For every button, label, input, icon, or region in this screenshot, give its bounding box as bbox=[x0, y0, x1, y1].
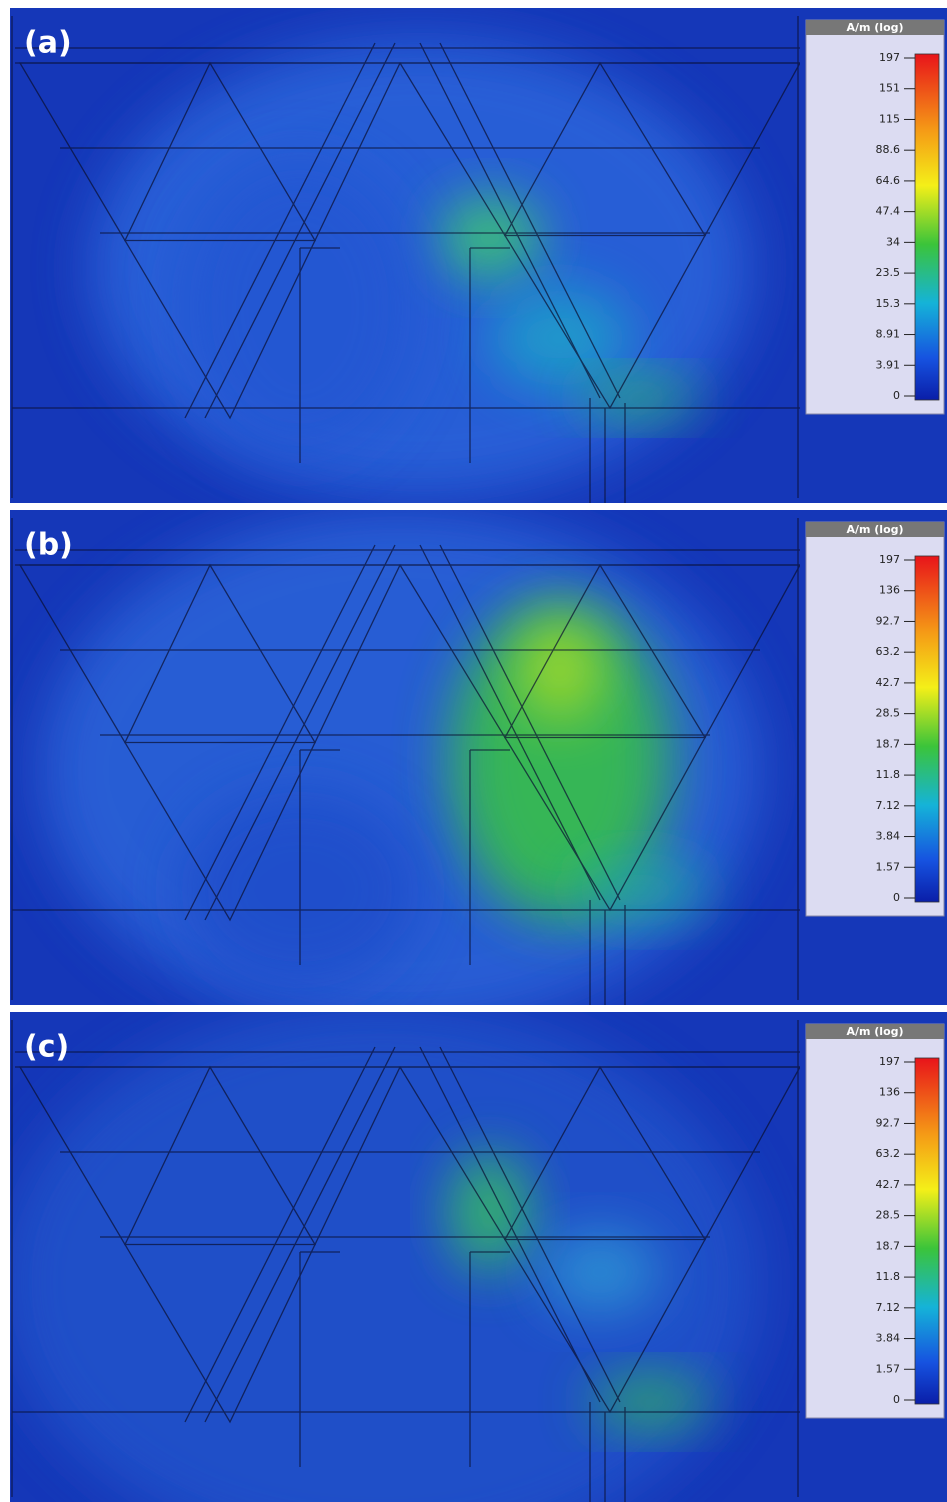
colorbar-tick-label: 115 bbox=[879, 112, 900, 125]
panel: (a) A/m (log) 197 151 115 88.6 64.6 47.4 34 23.5 1… bbox=[10, 8, 947, 503]
outline-triangle bbox=[503, 563, 707, 739]
colorbar-tick-label: 136 bbox=[879, 584, 900, 597]
colorbar-tick-label: 64.6 bbox=[876, 174, 901, 187]
field-region bbox=[570, 860, 710, 920]
colorbar-tick-label: 63.2 bbox=[876, 645, 901, 658]
colorbar-tick-label: 18.7 bbox=[876, 1239, 901, 1252]
colorbar-header bbox=[806, 1024, 944, 1039]
colorbar-tick-label: 197 bbox=[879, 51, 900, 64]
colorbar-tick-label: 11.8 bbox=[876, 1270, 901, 1283]
colorbar-tick-label: 0 bbox=[893, 891, 900, 904]
outline-triangle bbox=[123, 61, 317, 242]
colorbar-tick-label: 7.12 bbox=[876, 1301, 901, 1314]
colorbar-tick-label: 92.7 bbox=[876, 614, 901, 627]
colorbar-tick-label: 47.4 bbox=[876, 205, 901, 218]
colorbar-tick-label: 136 bbox=[879, 1086, 900, 1099]
colorbar-tick-label: 3.84 bbox=[876, 830, 901, 843]
colorbar-tick-label: 3.84 bbox=[876, 1332, 901, 1345]
colorbar-tick-label: 88.6 bbox=[876, 143, 901, 156]
colorbar-tick-label: 42.7 bbox=[876, 676, 901, 689]
field-region bbox=[10, 1012, 760, 1502]
colorbar-tick-label: 15.3 bbox=[876, 297, 901, 310]
colorbar-tick-label: 11.8 bbox=[876, 768, 901, 781]
colorbar-gradient bbox=[914, 53, 940, 401]
outline-line bbox=[419, 1046, 601, 1403]
colorbar-tick-label: 197 bbox=[879, 1055, 900, 1068]
colorbar-tick-label: 1.57 bbox=[876, 860, 901, 873]
colorbar-gradient bbox=[914, 555, 940, 903]
colorbar-header bbox=[806, 522, 944, 537]
antenna-outline bbox=[11, 518, 800, 1005]
field-map bbox=[11, 510, 800, 1005]
field-region bbox=[450, 600, 670, 920]
colorbar-tick-label: 1.57 bbox=[876, 1362, 901, 1375]
field-region bbox=[490, 288, 630, 388]
colorbar-tick-label: 23.5 bbox=[876, 266, 901, 279]
colorbar-tick-label: 197 bbox=[879, 553, 900, 566]
outline-triangle bbox=[123, 1065, 317, 1246]
outline-line bbox=[204, 544, 396, 921]
outline-line bbox=[204, 1046, 396, 1423]
colorbar-tick-label: 92.7 bbox=[876, 1116, 901, 1129]
colorbar-tick-label: 8.91 bbox=[876, 328, 901, 341]
outline-triangle bbox=[503, 61, 707, 237]
outline-triangle bbox=[123, 563, 317, 744]
panel-label: (a) bbox=[24, 26, 72, 61]
antenna-outline bbox=[11, 16, 800, 503]
colorbar-tick-label: 0 bbox=[893, 1393, 900, 1406]
outline-line bbox=[419, 544, 601, 901]
panel-label: (b) bbox=[24, 528, 73, 563]
colorbar-tick-label: 3.91 bbox=[876, 358, 901, 371]
colorbar-tick-label: 63.2 bbox=[876, 1147, 901, 1160]
outline-line bbox=[204, 42, 396, 419]
colorbar-tick-label: 42.7 bbox=[876, 1178, 901, 1191]
outline-line bbox=[184, 42, 376, 419]
field-region bbox=[590, 1377, 710, 1427]
colorbar: A/m (log) 197 151 115 88.6 64.6 47.4 34 23.5 15.3… bbox=[805, 19, 945, 415]
colorbar: A/m (log) 197 136 92.7 63.2 42.7 28.5 18.7 11.8 7… bbox=[805, 1023, 945, 1419]
colorbar-tick-label: 18.7 bbox=[876, 737, 901, 750]
field-map bbox=[11, 16, 800, 503]
colorbar-title: A/m (log) bbox=[846, 21, 903, 34]
colorbar-gradient bbox=[914, 1057, 940, 1405]
outline-line bbox=[439, 42, 621, 399]
panel-label: (c) bbox=[24, 1030, 69, 1065]
colorbar-tick-label: 151 bbox=[879, 82, 900, 95]
field-region bbox=[580, 378, 700, 418]
colorbar-header bbox=[806, 20, 944, 35]
outline-line bbox=[419, 42, 601, 399]
colorbar: A/m (log) 197 136 92.7 63.2 42.7 28.5 18.7 11.8 7… bbox=[805, 521, 945, 917]
outline-line bbox=[439, 1046, 621, 1403]
colorbar-tick-label: 28.5 bbox=[876, 1209, 901, 1222]
field-region bbox=[520, 620, 600, 720]
outline-triangle bbox=[503, 1065, 707, 1241]
outline-line bbox=[184, 1046, 376, 1423]
field-map bbox=[10, 1012, 800, 1502]
antenna-outline bbox=[11, 1020, 800, 1502]
panel: (b) A/m (log) 197 136 92.7 63.2 42.7 28.5 18.7 11… bbox=[10, 510, 947, 1005]
panel: (c) A/m (log) 197 136 92.7 63.2 42.7 28.5 18.7 11… bbox=[10, 1012, 947, 1502]
colorbar-title: A/m (log) bbox=[846, 1025, 903, 1038]
colorbar-tick-label: 7.12 bbox=[876, 799, 901, 812]
colorbar-tick-label: 28.5 bbox=[876, 707, 901, 720]
outline-line bbox=[184, 544, 376, 921]
field-region bbox=[540, 1232, 660, 1312]
outline-line bbox=[439, 544, 621, 901]
colorbar-tick-label: 0 bbox=[893, 389, 900, 402]
colorbar-tick-label: 34 bbox=[886, 235, 900, 248]
colorbar-title: A/m (log) bbox=[846, 523, 903, 536]
